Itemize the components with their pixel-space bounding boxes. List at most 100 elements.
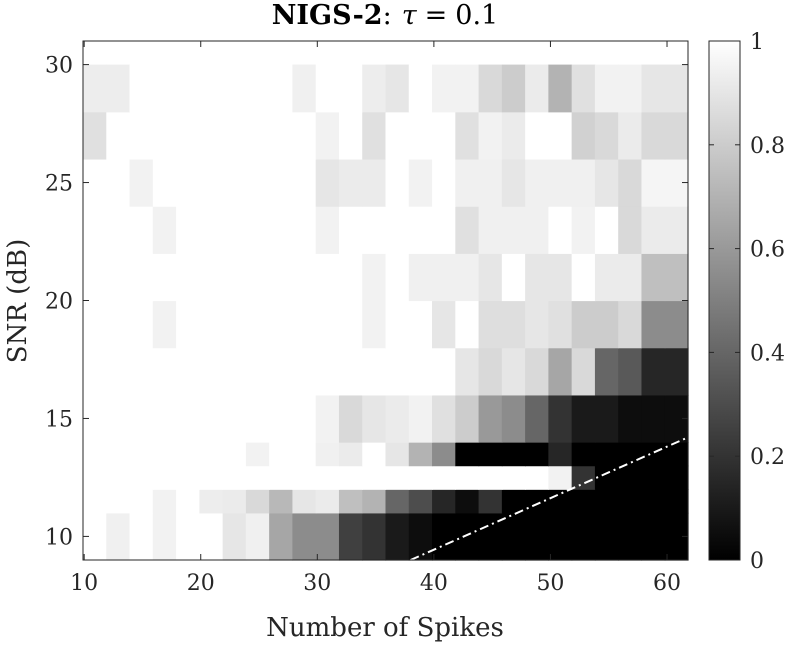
heatmap-cell — [222, 111, 247, 160]
heatmap-cell — [455, 158, 480, 207]
heatmap-cell — [525, 347, 549, 396]
heatmap-cell — [455, 465, 480, 490]
heatmap-cell — [478, 442, 503, 467]
heatmap-cell — [571, 442, 596, 467]
heatmap-cell — [152, 489, 177, 514]
heatmap-cell — [83, 512, 107, 561]
heatmap-cell — [338, 111, 363, 160]
heatmap-cell — [432, 64, 456, 113]
heatmap-cell — [501, 253, 526, 302]
heatmap-cell — [501, 206, 526, 254]
heatmap-cell — [385, 158, 410, 207]
heatmap-cell — [594, 442, 619, 467]
heatmap-cell — [292, 489, 317, 514]
heatmap-cell — [408, 111, 433, 160]
heatmap-cell — [664, 347, 689, 396]
heatmap-cell — [664, 489, 689, 514]
heatmap-cell — [222, 442, 247, 467]
heatmap-cell — [222, 394, 247, 443]
heatmap-cell — [362, 300, 387, 349]
heatmap-cell — [641, 394, 666, 443]
title-equals: = — [425, 0, 448, 31]
heatmap-cell — [432, 111, 456, 160]
heatmap-cell — [594, 300, 619, 349]
heatmap-cell — [315, 442, 340, 467]
heatmap-cell — [83, 489, 107, 514]
heatmap-cell — [525, 158, 549, 207]
heatmap-cell — [571, 489, 596, 514]
heatmap-cell — [618, 394, 643, 443]
heatmap-cell — [152, 158, 177, 207]
heatmap-cell — [362, 512, 387, 561]
colorbar-tick-label: 0.6 — [750, 238, 785, 263]
heatmap-cell — [571, 158, 596, 207]
heatmap-cell — [106, 206, 131, 254]
heatmap-cell — [641, 465, 666, 490]
heatmap-cell — [641, 512, 666, 561]
heatmap-cell — [571, 111, 596, 160]
x-tick-label: 20 — [187, 571, 215, 596]
heatmap-cell — [362, 442, 387, 467]
heatmap-cell — [548, 64, 573, 113]
x-axis-ticks: 10 20 30 40 50 60 — [70, 41, 681, 596]
heatmap-cell — [664, 111, 689, 160]
heatmap-cell — [199, 64, 224, 113]
x-tick-label: 10 — [70, 571, 98, 596]
heatmap-cell — [222, 489, 247, 514]
heatmap-cell — [199, 394, 224, 443]
heatmap-cell — [315, 512, 340, 561]
heatmap-cell — [129, 206, 154, 254]
title-value: 0.1 — [455, 0, 498, 31]
heatmap-cell — [385, 206, 410, 254]
heatmap-cell — [292, 394, 317, 443]
heatmap-cell — [245, 465, 270, 490]
heatmap-cell — [455, 347, 480, 396]
heatmap-cell — [432, 300, 456, 349]
heatmap-cell — [618, 206, 643, 254]
heatmap-cell — [106, 253, 131, 302]
heatmap-cell — [292, 206, 317, 254]
heatmap-cell — [641, 253, 666, 302]
heatmap-cell — [548, 300, 573, 349]
heatmap-cell — [129, 442, 154, 467]
heatmap-cell — [548, 111, 573, 160]
heatmap-cell — [152, 394, 177, 443]
heatmap-cell — [548, 253, 573, 302]
heatmap-cell — [222, 512, 247, 561]
heatmap-cell — [83, 465, 107, 490]
heatmap-cell — [594, 111, 619, 160]
heatmap-cell — [525, 253, 549, 302]
heatmap-cell — [385, 64, 410, 113]
heatmap-cell — [385, 111, 410, 160]
boundary-line — [410, 436, 689, 561]
heatmap-cell — [199, 489, 224, 514]
heatmap-cell — [385, 489, 410, 514]
heatmap-cell — [292, 158, 317, 207]
heatmap-cell — [176, 465, 200, 490]
heatmap-cell — [152, 64, 177, 113]
heatmap-cell — [152, 347, 177, 396]
heatmap-cell — [408, 253, 433, 302]
heatmap-cell — [245, 206, 270, 254]
heatmap-cell — [338, 300, 363, 349]
heatmap-cell — [548, 394, 573, 443]
heatmap-cell — [525, 394, 549, 443]
heatmap-cell — [106, 111, 131, 160]
heatmap-cell — [315, 394, 340, 443]
heatmap-cell — [478, 300, 503, 349]
x-axis-label: Number of Spikes — [266, 613, 504, 643]
heatmap-cell — [571, 465, 596, 490]
heatmap-cell — [315, 253, 340, 302]
heatmap-cell — [315, 206, 340, 254]
heatmap-cell — [408, 347, 433, 396]
heatmap-cell — [525, 206, 549, 254]
heatmap-cell — [83, 394, 107, 443]
heatmap-cell — [315, 111, 340, 160]
heatmap-cell — [152, 300, 177, 349]
heatmap-cell — [618, 158, 643, 207]
heatmap-cell — [664, 512, 689, 561]
heatmap-cell — [385, 442, 410, 467]
heatmap-cell — [338, 347, 363, 396]
heatmap-cell — [106, 394, 131, 443]
